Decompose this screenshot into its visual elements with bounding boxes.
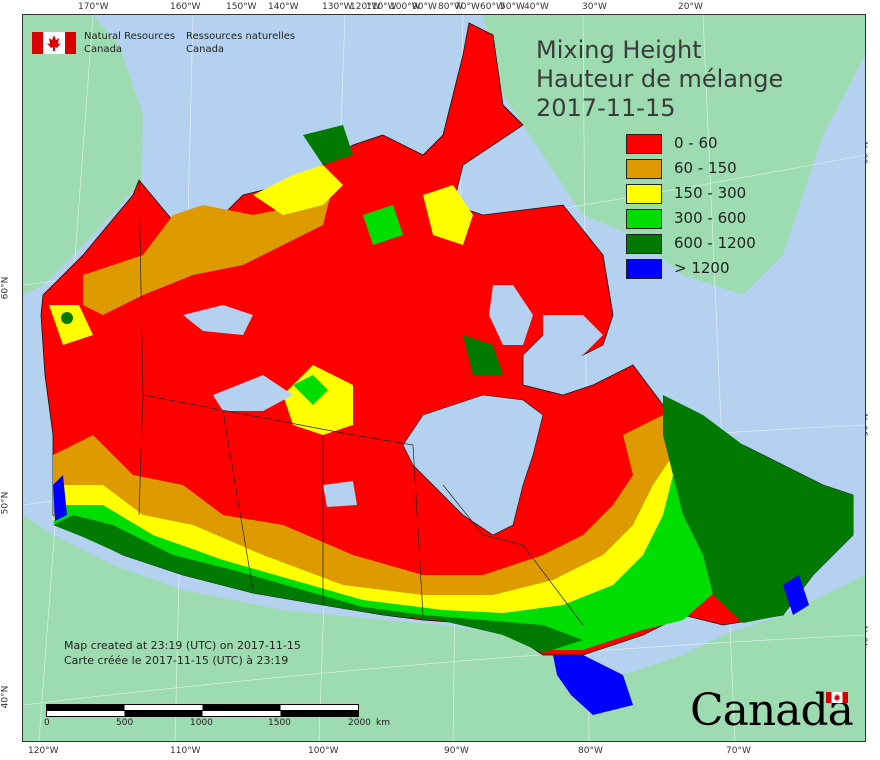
band-1200-bc-coast <box>53 475 67 521</box>
band-300-600-arctic-islands <box>363 205 403 245</box>
great-slave-lake <box>213 375 293 411</box>
band-150-300-south <box>53 455 743 647</box>
lon-tick-label: 20°W <box>678 2 703 12</box>
band-600-1200-southwest <box>53 515 583 653</box>
map-title: Mixing Height Hauteur de mélange 2017-11… <box>536 36 783 123</box>
agency-en-line2: Canada <box>84 44 123 55</box>
lon-tick-label: 90°W <box>444 746 469 756</box>
band-1200-maritimes <box>783 575 809 615</box>
legend-label: 600 - 1200 <box>674 234 756 252</box>
lon-tick-label: 50°W <box>500 2 525 12</box>
agency-name-fr: Ressources naturelles Canada <box>186 30 295 56</box>
lon-tick-label: 110°W <box>170 746 201 756</box>
agency-fr-line1: Ressources naturelles <box>186 31 296 42</box>
band-600-1200-southampton <box>463 335 503 375</box>
band-300-600-kivalliq <box>293 375 328 405</box>
agency-fr-line2: Canada <box>186 44 225 55</box>
agency-name-en: Natural Resources Canada <box>84 30 175 56</box>
scale-tick: 0 <box>44 718 50 728</box>
band-300-600-south <box>53 475 733 650</box>
hudson-strait <box>543 315 603 355</box>
map-canvas <box>23 15 865 741</box>
canada-wordmark: Canada <box>690 688 854 734</box>
hudson-bay <box>402 394 544 536</box>
great-bear-lake <box>183 305 253 335</box>
legend-swatch <box>626 184 662 204</box>
scale-bar-graphic <box>46 704 359 717</box>
lon-tick-label: 80°W <box>578 746 603 756</box>
lon-tick-label: 120°W <box>28 746 59 756</box>
lon-tick-label: 100°W <box>390 2 421 12</box>
legend-label: 60 - 150 <box>674 159 737 177</box>
band-150-300-yukon <box>49 305 93 345</box>
legend-label: > 1200 <box>674 259 730 277</box>
lon-tick-label: 170°W <box>78 2 109 12</box>
usa-land <box>23 515 865 741</box>
lon-tick-label: 40°W <box>524 2 549 12</box>
legend-swatch <box>626 159 662 179</box>
scale-tick: 2000 <box>348 718 371 728</box>
lat-tick-label: 60°N <box>0 276 11 300</box>
lon-tick-label: 120°W <box>350 2 381 12</box>
band-150-300-baffin <box>423 185 473 245</box>
band-60-150-north <box>83 185 333 315</box>
lake-athabasca <box>323 481 357 507</box>
scale-tick: 500 <box>116 718 134 728</box>
lat-tick-label: 50°N <box>0 491 11 515</box>
lon-tick-label: 60°W <box>480 2 505 12</box>
canada-flag-icon <box>32 32 76 54</box>
legend-label: 300 - 600 <box>674 209 747 227</box>
legend-label: 0 - 60 <box>674 134 718 152</box>
legend-swatch <box>626 259 662 279</box>
lon-tick-label: 110°W <box>366 2 397 12</box>
mixing-height-map <box>22 14 866 742</box>
lat-tick-label: 40°N <box>0 685 11 709</box>
scale-tick: 1000 <box>190 718 213 728</box>
legend-swatch <box>626 209 662 229</box>
legend-swatch <box>626 134 662 154</box>
lon-tick-label: 160°W <box>170 2 201 12</box>
scale-unit: km <box>376 718 390 728</box>
legend-label: 150 - 300 <box>674 184 747 202</box>
lon-tick-label: 80°W <box>438 2 463 12</box>
alaska-land <box>23 15 143 295</box>
band-1200-ontario <box>553 655 633 715</box>
lon-tick-label: 30°W <box>582 2 607 12</box>
greenland-land <box>483 15 865 295</box>
band-600-1200-arctic-islands <box>303 125 353 165</box>
scale-bar: 0 500 1000 1500 2000 km <box>44 704 390 730</box>
band-150-300-north <box>253 165 343 215</box>
band-600-1200-east <box>663 395 853 623</box>
scale-tick: 1500 <box>268 718 291 728</box>
provincial-boundaries <box>138 179 584 626</box>
title-english: Mixing Height <box>536 36 702 64</box>
lon-tick-label: 70°W <box>726 746 751 756</box>
lon-tick-label: 150°W <box>226 2 257 12</box>
lon-tick-label: 130°W <box>322 2 353 12</box>
station-patch <box>61 312 73 324</box>
lon-tick-label: 100°W <box>308 746 339 756</box>
created-french: Carte créée le 2017-11-15 (UTC) à 23:19 <box>64 654 289 667</box>
wordmark-flag-icon <box>826 692 848 703</box>
created-english: Map created at 23:19 (UTC) on 2017-11-15 <box>64 639 301 652</box>
foxe-basin <box>489 285 533 345</box>
nrcan-signature: Natural Resources Canada Ressources natu… <box>32 30 295 60</box>
lon-tick-label: 90°W <box>412 2 437 12</box>
agency-en-line1: Natural Resources <box>84 31 176 42</box>
lon-tick-label: 70°W <box>455 2 480 12</box>
map-creation-note: Map created at 23:19 (UTC) on 2017-11-15… <box>64 638 301 668</box>
map-date: 2017-11-15 <box>536 94 676 122</box>
legend-swatch <box>626 234 662 254</box>
title-french: Hauteur de mélange <box>536 65 784 93</box>
lon-tick-label: 140°W <box>268 2 299 12</box>
